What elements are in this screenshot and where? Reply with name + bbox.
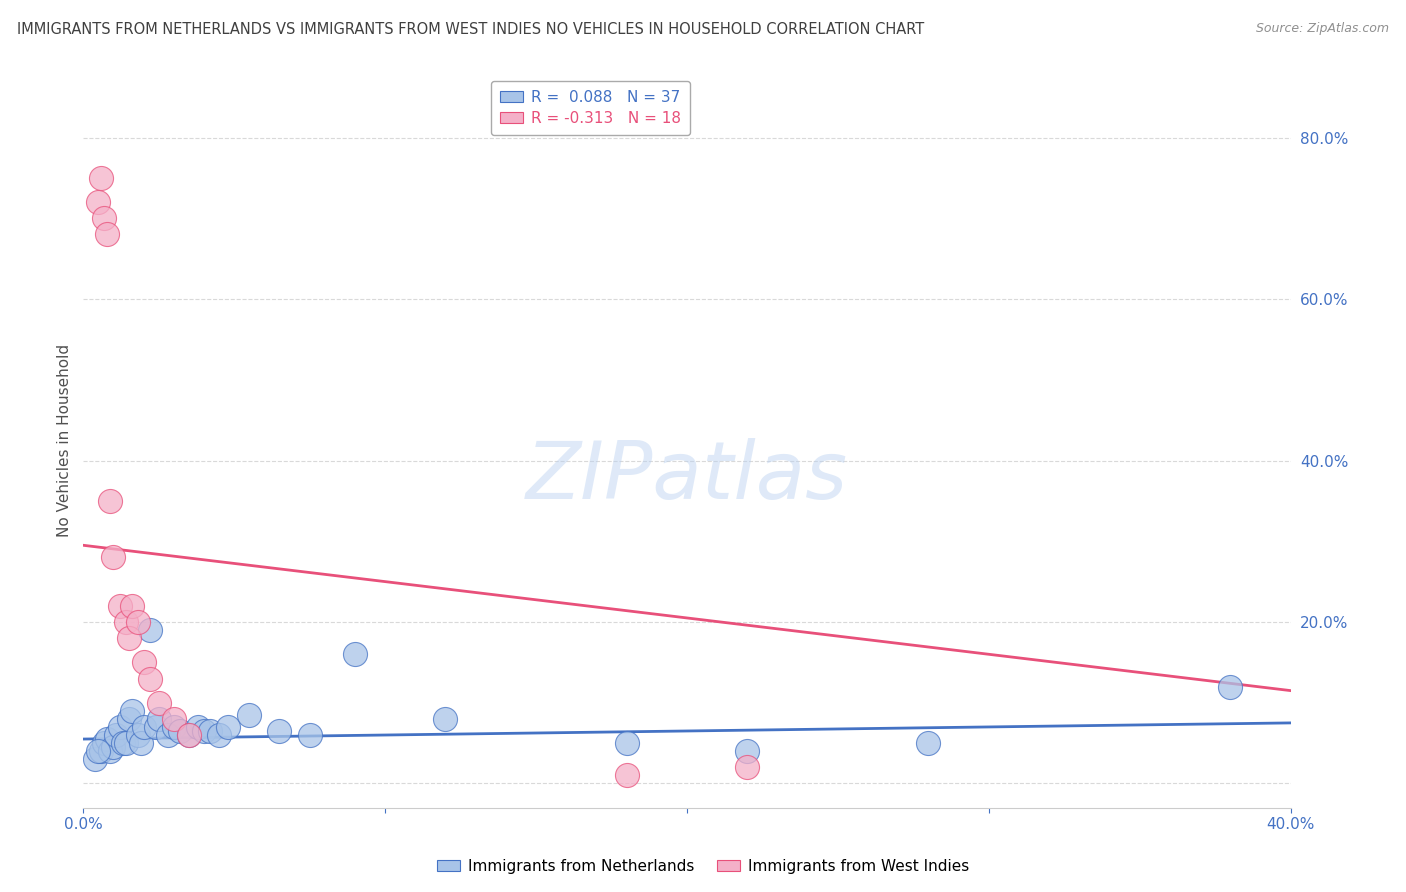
Point xyxy=(616,736,638,750)
Point xyxy=(737,744,759,758)
Point xyxy=(93,211,115,226)
Point xyxy=(121,704,143,718)
Point xyxy=(177,728,200,742)
Point xyxy=(208,728,231,742)
Legend: Immigrants from Netherlands, Immigrants from West Indies: Immigrants from Netherlands, Immigrants … xyxy=(432,853,974,880)
Point xyxy=(917,736,939,750)
Point xyxy=(217,720,239,734)
Point xyxy=(138,672,160,686)
Point xyxy=(127,728,149,742)
Point xyxy=(103,740,125,755)
Point xyxy=(96,227,118,242)
Point xyxy=(148,712,170,726)
Legend: R =  0.088   N = 37, R = -0.313   N = 18: R = 0.088 N = 37, R = -0.313 N = 18 xyxy=(491,80,690,135)
Point xyxy=(117,712,139,726)
Point xyxy=(737,760,759,774)
Point xyxy=(93,736,115,750)
Text: IMMIGRANTS FROM NETHERLANDS VS IMMIGRANTS FROM WEST INDIES NO VEHICLES IN HOUSEH: IMMIGRANTS FROM NETHERLANDS VS IMMIGRANT… xyxy=(17,22,924,37)
Point xyxy=(100,494,122,508)
Point xyxy=(127,615,149,629)
Point xyxy=(132,720,155,734)
Point xyxy=(87,744,110,758)
Point xyxy=(108,599,131,613)
Point xyxy=(90,170,112,185)
Point xyxy=(103,550,125,565)
Point xyxy=(1219,680,1241,694)
Point xyxy=(148,696,170,710)
Point xyxy=(108,720,131,734)
Point xyxy=(105,728,128,742)
Point xyxy=(434,712,457,726)
Point xyxy=(238,707,260,722)
Point xyxy=(117,631,139,645)
Point xyxy=(100,744,122,758)
Point xyxy=(90,744,112,758)
Point xyxy=(121,599,143,613)
Point xyxy=(616,768,638,782)
Point xyxy=(87,195,110,210)
Point xyxy=(169,723,191,738)
Point xyxy=(177,728,200,742)
Point xyxy=(298,728,321,742)
Point xyxy=(163,720,186,734)
Point xyxy=(111,736,134,750)
Point xyxy=(269,723,291,738)
Point xyxy=(343,647,366,661)
Point xyxy=(145,720,167,734)
Y-axis label: No Vehicles in Household: No Vehicles in Household xyxy=(58,343,72,537)
Point xyxy=(198,723,221,738)
Point xyxy=(193,723,215,738)
Point xyxy=(132,656,155,670)
Text: ZIPatlas: ZIPatlas xyxy=(526,438,848,516)
Point xyxy=(156,728,179,742)
Point xyxy=(114,615,136,629)
Point xyxy=(114,736,136,750)
Point xyxy=(138,623,160,637)
Point xyxy=(163,712,186,726)
Point xyxy=(96,732,118,747)
Point xyxy=(187,720,209,734)
Text: Source: ZipAtlas.com: Source: ZipAtlas.com xyxy=(1256,22,1389,36)
Point xyxy=(129,736,152,750)
Point xyxy=(84,752,107,766)
